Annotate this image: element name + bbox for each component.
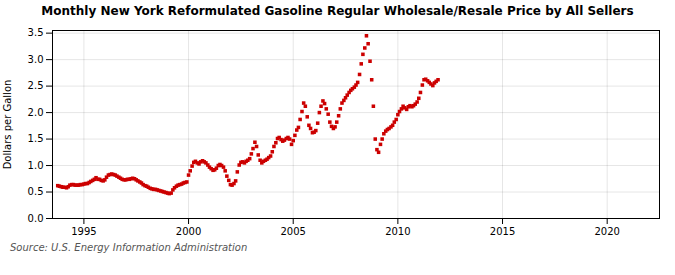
svg-text:2.0: 2.0 [28, 107, 44, 118]
svg-text:2015: 2015 [490, 226, 515, 237]
svg-text:Dollars per Gallon: Dollars per Gallon [2, 80, 13, 170]
svg-text:1995: 1995 [71, 226, 96, 237]
svg-text:1.0: 1.0 [28, 160, 44, 171]
svg-text:2000: 2000 [176, 226, 201, 237]
svg-text:2020: 2020 [594, 226, 619, 237]
svg-text:3.0: 3.0 [28, 54, 44, 65]
svg-text:1.5: 1.5 [28, 133, 44, 144]
svg-text:3.5: 3.5 [28, 27, 44, 38]
svg-text:2005: 2005 [280, 226, 305, 237]
svg-text:2010: 2010 [385, 226, 410, 237]
svg-text:0.5: 0.5 [28, 186, 44, 197]
html-text:Monthly New York Reformulated: Monthly New York Reformulated Gasoline R… [41, 4, 634, 18]
svg-text:2.5: 2.5 [28, 80, 44, 91]
html-text:Source: U.S. Energy Informatio: Source: U.S. Energy Information Administ… [10, 242, 248, 253]
svg-text:0.0: 0.0 [28, 213, 44, 224]
